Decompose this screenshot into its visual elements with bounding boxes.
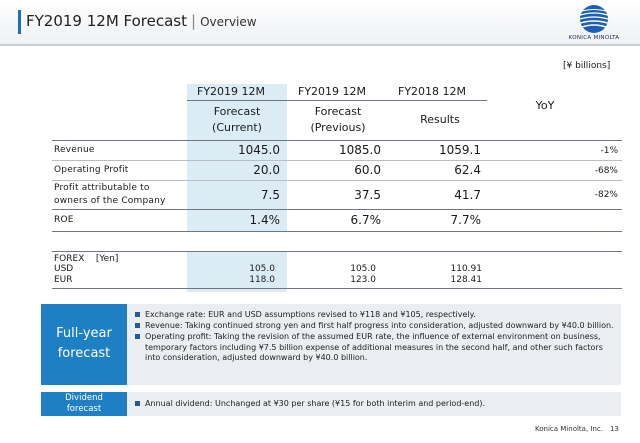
revenue-previous: 1085.0 [339,143,381,157]
unit-label: [¥ billions] [563,61,611,71]
row-rule-3 [52,209,622,210]
row-label-operating-profit: Operating Profit [54,165,129,175]
full-year-forecast-box [41,304,621,385]
page-number: 13 [610,425,619,433]
col-previous-label: Forecast (Previous) [288,104,388,136]
operating-profit-yoy: -68% [594,166,618,176]
profit-label-line2: owners of the Company [54,196,166,206]
slide-title: FY2019 12M Forecast | Overview [26,12,257,30]
col-previous-line2: Forecast [314,105,362,118]
forex-eur-label: EUR [54,275,73,285]
operating-profit-results: 62.4 [454,163,481,177]
col-previous-year: FY2019 12M [298,85,367,98]
table-bottom-rule [52,231,622,232]
col-current-year: FY2019 12M [197,85,266,98]
revenue-current: 1045.0 [238,143,280,157]
row-label-profit-attributable: Profit attributable to owners of the Com… [54,182,166,208]
profit-results: 41.7 [454,188,481,202]
title-accent-bar [18,10,21,34]
current-column-highlight [187,84,287,231]
forex-top-rule [52,251,622,252]
usd-results: 110.91 [450,264,483,274]
operating-profit-previous: 60.0 [354,163,381,177]
profit-label-line1: Profit attributable to [54,183,150,193]
row-rule-1 [52,160,622,161]
footer-company: Konica Minolta, Inc. [535,425,603,433]
full-year-bullet-list: Exchange rate: EUR and USD assumptions r… [135,310,618,364]
revenue-yoy: -1% [600,146,618,156]
operating-profit-current: 20.0 [253,163,280,177]
revenue-results: 1059.1 [439,143,481,157]
col-results-label: Results [420,113,460,126]
roe-previous: 6.7% [350,213,382,227]
forex-bottom-rule [52,288,622,289]
full-year-badge-line2: forecast [57,346,111,361]
roe-current: 1.4% [249,213,281,227]
bullet-annual-dividend: Annual dividend: Unchanged at ¥30 per sh… [135,399,618,409]
forex-usd-label: USD [54,264,74,274]
row-rule-2 [52,180,622,181]
profit-yoy: -82% [594,190,618,200]
full-year-badge-line1: Full-year [56,326,112,341]
title-text: FY2019 12M Forecast [26,12,188,30]
header-divider [0,44,640,46]
dividend-badge-line2: forecast [66,404,102,414]
forex-title: FOREX [54,254,85,264]
full-year-badge: Full-year forecast [41,304,127,385]
table-top-rule [52,140,622,141]
bullet-exchange-rate: Exchange rate: EUR and USD assumptions r… [135,310,618,320]
col-current-label: Forecast (Current) [187,104,287,136]
roe-results: 7.7% [450,213,482,227]
usd-current: 105.0 [249,264,275,274]
eur-previous: 123.0 [350,275,376,285]
usd-previous: 105.0 [350,264,376,274]
row-label-revenue: Revenue [54,145,95,155]
col-previous-line3: (Previous) [310,121,366,134]
title-separator: | [191,12,197,30]
forex-label: FOREX [Yen] [54,254,118,264]
dividend-badge: Dividend forecast [41,392,127,416]
row-label-roe: ROE [54,215,74,225]
dividend-bullet-list: Annual dividend: Unchanged at ¥30 per sh… [135,399,618,410]
col-current-line3: (Current) [212,121,262,134]
company-logo: KONICA MINOLTA [560,4,628,41]
globe-logo-icon [579,5,609,33]
header-rule [187,100,487,101]
col-yoy-label: YoY [535,99,555,112]
profit-previous: 37.5 [354,188,381,202]
forex-current-highlight [187,252,287,292]
logo-text: KONICA MINOLTA [568,35,620,41]
forex-unit: [Yen] [95,254,119,264]
dividend-badge-line1: Dividend [65,393,103,403]
col-current-line2: Forecast [213,105,261,118]
bullet-operating-profit: Operating profit: Taking the revision of… [135,332,618,363]
bullet-revenue: Revenue: Taking continued strong yen and… [135,321,618,331]
eur-results: 128.41 [450,275,483,285]
title-subtitle: Overview [200,15,257,29]
col-results-year: FY2018 12M [398,85,467,98]
profit-current: 7.5 [260,188,280,202]
slide-header: FY2019 12M Forecast | Overview KONICA MINO… [0,0,640,46]
eur-current: 118.0 [249,275,275,285]
